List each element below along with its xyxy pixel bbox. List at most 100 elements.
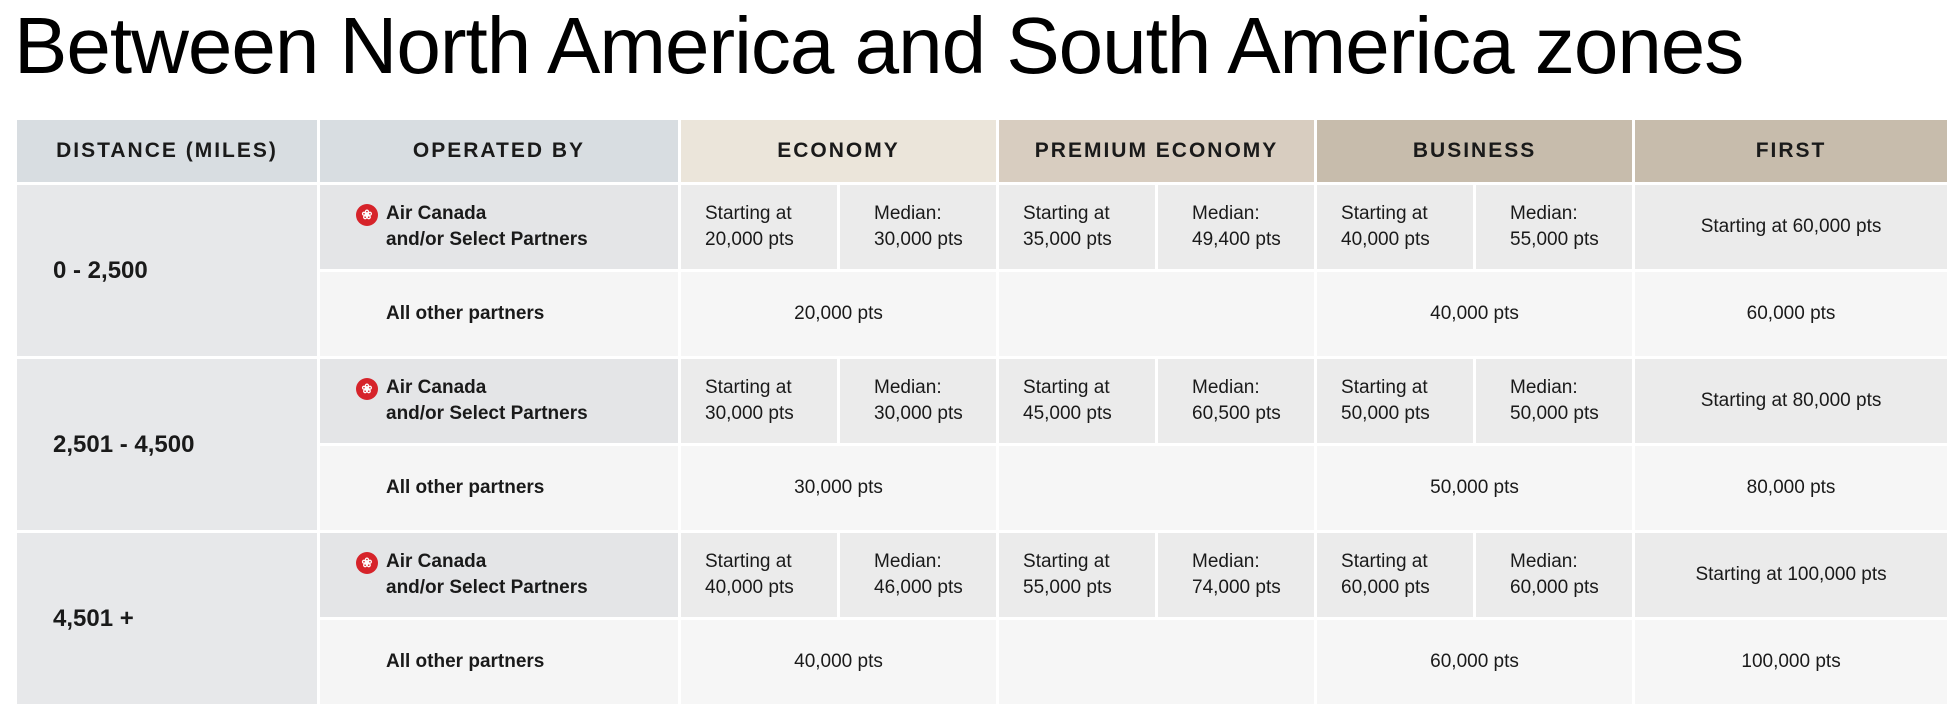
other-business: 60,000 pts xyxy=(1317,620,1633,704)
operator-air-canada: ❀ Air Canada and/or Select Partners xyxy=(320,533,678,617)
operator-partners: and/or Select Partners xyxy=(386,403,588,424)
table-row-air-canada: 2,501 - 4,500 ❀ Air Canada and/or Select Pa… xyxy=(17,359,1948,530)
header-premium-economy: PREMIUM ECONOMY xyxy=(999,120,1315,182)
table-row-other-partners: All other partners 20,000 pts 40,000 pts 60… xyxy=(17,272,1948,356)
price-cell-prem-median: Median: 60,500 pts xyxy=(1158,359,1315,443)
price-label: Starting at xyxy=(1341,551,1428,572)
price-cell-bus-median: Median: 55,000 pts xyxy=(1476,185,1633,269)
price-label: Median: xyxy=(874,203,942,224)
price-cell-prem-start: Starting at 55,000 pts xyxy=(999,533,1156,617)
price-label: Median: xyxy=(1192,377,1260,398)
other-business: 50,000 pts xyxy=(1317,446,1633,530)
price-cell-eco-start: Starting at 20,000 pts xyxy=(681,185,837,269)
other-economy: 40,000 pts xyxy=(681,620,997,704)
price-value: 20,000 pts xyxy=(705,229,794,250)
operator-name: Air Canada xyxy=(386,377,487,398)
other-first: 80,000 pts xyxy=(1635,446,1948,530)
price-cell-bus-median: Median: 50,000 pts xyxy=(1476,359,1633,443)
other-economy: 30,000 pts xyxy=(681,446,997,530)
price-label: Starting at xyxy=(705,203,792,224)
maple-leaf-icon: ❀ xyxy=(356,552,378,574)
table-row-other-partners: All other partners 40,000 pts 60,000 pts 10… xyxy=(17,620,1948,704)
price-cell-prem-start: Starting at 35,000 pts xyxy=(999,185,1156,269)
price-value: 50,000 pts xyxy=(1341,403,1430,424)
price-cell-bus-median: Median: 60,000 pts xyxy=(1476,533,1633,617)
distance-cell: 4,501 + xyxy=(17,533,317,704)
price-label: Starting at xyxy=(705,551,792,572)
operator-partners: and/or Select Partners xyxy=(386,229,588,250)
operator-partners: and/or Select Partners xyxy=(386,577,588,598)
operator-other-partners: All other partners xyxy=(320,272,678,356)
price-value: 30,000 pts xyxy=(705,403,794,424)
header-distance: DISTANCE (MILES) xyxy=(17,120,317,182)
price-label: Median: xyxy=(1510,551,1578,572)
price-value: 30,000 pts xyxy=(874,229,963,250)
distance-cell: 2,501 - 4,500 xyxy=(17,359,317,530)
price-label: Median: xyxy=(874,551,942,572)
price-label: Starting at xyxy=(1341,203,1428,224)
operator-other-partners: All other partners xyxy=(320,620,678,704)
price-cell-first: Starting at 60,000 pts xyxy=(1635,185,1948,269)
operator-name: Air Canada xyxy=(386,551,487,572)
other-first: 100,000 pts xyxy=(1635,620,1948,704)
price-label: Starting at xyxy=(1023,377,1110,398)
price-label: Median: xyxy=(1510,377,1578,398)
operator-air-canada: ❀ Air Canada and/or Select Partners xyxy=(320,185,678,269)
header-operated-by: OPERATED BY xyxy=(320,120,678,182)
price-label: Starting at xyxy=(1341,377,1428,398)
operator-name: Air Canada xyxy=(386,203,487,224)
operator-other-partners: All other partners xyxy=(320,446,678,530)
other-economy: 20,000 pts xyxy=(681,272,997,356)
price-value: 45,000 pts xyxy=(1023,403,1112,424)
header-row: DISTANCE (MILES) OPERATED BY ECONOMY PRE… xyxy=(17,120,1948,182)
operator-air-canada: ❀ Air Canada and/or Select Partners xyxy=(320,359,678,443)
price-value: 40,000 pts xyxy=(705,577,794,598)
price-value: 60,000 pts xyxy=(1341,577,1430,598)
price-label: Median: xyxy=(1510,203,1578,224)
price-value: 55,000 pts xyxy=(1023,577,1112,598)
price-value: 55,000 pts xyxy=(1510,229,1599,250)
header-business: BUSINESS xyxy=(1317,120,1633,182)
price-cell-eco-start: Starting at 30,000 pts xyxy=(681,359,837,443)
price-label: Starting at xyxy=(705,377,792,398)
price-value: 60,500 pts xyxy=(1192,403,1281,424)
price-value: 35,000 pts xyxy=(1023,229,1112,250)
price-label: Median: xyxy=(874,377,942,398)
price-cell-prem-median: Median: 74,000 pts xyxy=(1158,533,1315,617)
price-value: 46,000 pts xyxy=(874,577,963,598)
other-business: 40,000 pts xyxy=(1317,272,1633,356)
page-title: Between North America and South America … xyxy=(14,1,1744,90)
price-cell-first: Starting at 100,000 pts xyxy=(1635,533,1948,617)
header-first: FIRST xyxy=(1635,120,1948,182)
price-label: Median: xyxy=(1192,551,1260,572)
price-value: 50,000 pts xyxy=(1510,403,1599,424)
price-cell-eco-start: Starting at 40,000 pts xyxy=(681,533,837,617)
other-first: 60,000 pts xyxy=(1635,272,1948,356)
other-premium-economy xyxy=(999,620,1315,704)
maple-leaf-icon: ❀ xyxy=(356,204,378,226)
price-value: 40,000 pts xyxy=(1341,229,1430,250)
table-row-other-partners: All other partners 30,000 pts 50,000 pts 80… xyxy=(17,446,1948,530)
price-label: Starting at xyxy=(1023,551,1110,572)
table-row-air-canada: 0 - 2,500 ❀ Air Canada and/or Select Partne… xyxy=(17,185,1948,356)
price-cell-prem-start: Starting at 45,000 pts xyxy=(999,359,1156,443)
maple-leaf-icon: ❀ xyxy=(356,378,378,400)
price-cell-eco-median: Median: 30,000 pts xyxy=(840,185,997,269)
price-cell-bus-start: Starting at 40,000 pts xyxy=(1317,185,1474,269)
table-row-air-canada: 4,501 + ❀ Air Canada and/or Select Partners… xyxy=(17,533,1948,704)
other-premium-economy xyxy=(999,272,1315,356)
price-cell-eco-median: Median: 46,000 pts xyxy=(840,533,997,617)
price-cell-prem-median: Median: 49,400 pts xyxy=(1158,185,1315,269)
price-value: 30,000 pts xyxy=(874,403,963,424)
price-value: 74,000 pts xyxy=(1192,577,1281,598)
price-label: Median: xyxy=(1192,203,1260,224)
price-value: 49,400 pts xyxy=(1192,229,1281,250)
price-cell-first: Starting at 80,000 pts xyxy=(1635,359,1948,443)
price-cell-bus-start: Starting at 50,000 pts xyxy=(1317,359,1474,443)
distance-cell: 0 - 2,500 xyxy=(17,185,317,356)
price-cell-bus-start: Starting at 60,000 pts xyxy=(1317,533,1474,617)
header-economy: ECONOMY xyxy=(681,120,997,182)
other-premium-economy xyxy=(999,446,1315,530)
price-cell-eco-median: Median: 30,000 pts xyxy=(840,359,997,443)
award-chart-table: DISTANCE (MILES) OPERATED BY ECONOMY PRE… xyxy=(14,117,1950,707)
